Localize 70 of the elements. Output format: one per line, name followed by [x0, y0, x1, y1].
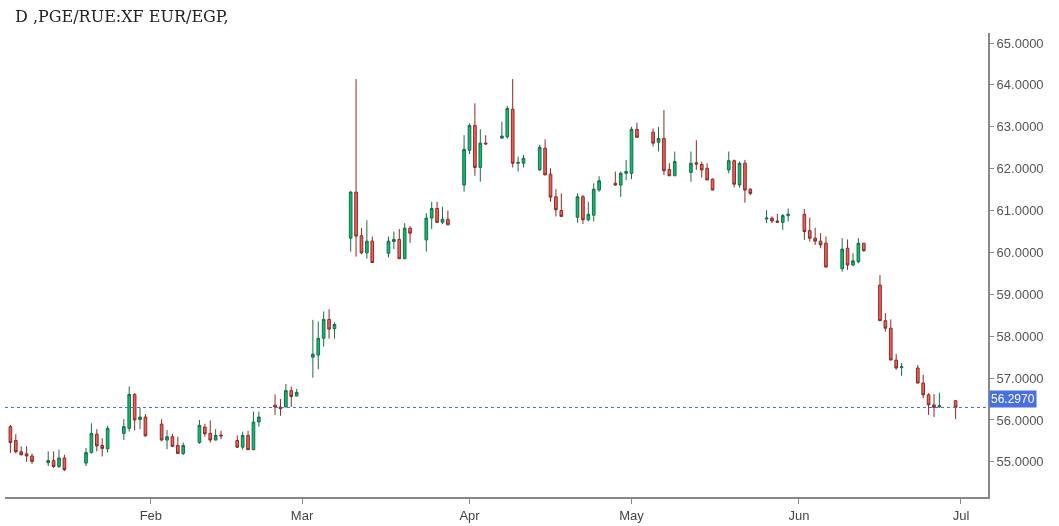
- candlestick: [764, 209, 769, 224]
- x-tick-label: Mar: [290, 507, 314, 523]
- candlestick: [294, 388, 299, 397]
- candlestick: [613, 171, 618, 187]
- candlestick: [651, 127, 655, 147]
- y-tick-label: 65.0000: [996, 35, 1044, 51]
- ref-line-label: 56.2970: [991, 392, 1035, 406]
- candlestick: [8, 424, 13, 454]
- candlestick: [138, 406, 142, 430]
- candlestick: [246, 430, 250, 451]
- candlestick: [586, 201, 591, 222]
- candlestick: [251, 411, 256, 451]
- candlestick: [672, 151, 677, 177]
- candlestick: [840, 237, 844, 273]
- y-tick-label: 63.0000: [996, 119, 1044, 135]
- candlestick: [46, 450, 51, 467]
- candlestick: [656, 126, 661, 153]
- candlestick: [165, 429, 169, 450]
- candlestick: [159, 418, 164, 442]
- x-tick-label: Apr: [459, 507, 481, 523]
- y-tick-label: 62.0000: [996, 161, 1044, 177]
- candlestick: [219, 430, 223, 440]
- candlestick: [51, 450, 56, 469]
- candlestick: [257, 411, 261, 428]
- candlestick: [240, 431, 245, 451]
- candlestick: [284, 383, 288, 408]
- candlestick: [289, 385, 294, 408]
- y-tick-label: 57.0000: [996, 370, 1044, 386]
- x-tick-label: Jul: [952, 507, 970, 523]
- y-tick-label: 59.0000: [996, 286, 1044, 302]
- candlestick: [581, 194, 585, 225]
- y-tick-label: 56.0000: [996, 412, 1044, 428]
- candlestick: [181, 442, 186, 456]
- candlestick: [710, 177, 715, 191]
- candlestick: [548, 167, 553, 203]
- candlestick: [62, 454, 67, 472]
- candlestick: [953, 400, 958, 420]
- candlestick: [176, 436, 180, 455]
- candlestick: [629, 126, 634, 180]
- x-tick-label: Jun: [788, 507, 810, 523]
- y-tick-label: 55.0000: [996, 454, 1044, 470]
- chart-title: D ,PGE/RUE:XF EUR/EGP,: [15, 6, 229, 26]
- y-tick-label: 60.0000: [996, 244, 1044, 260]
- candlestick: [554, 188, 558, 217]
- candlestick: [132, 392, 137, 431]
- candlestick: [726, 151, 731, 174]
- x-tick-label: May: [619, 507, 645, 523]
- candlestick: [732, 158, 736, 189]
- candlestick: [143, 413, 148, 438]
- candlestick: [543, 138, 547, 176]
- candlestick: [689, 151, 693, 183]
- candlestick: [737, 161, 742, 189]
- x-tick-label: Feb: [139, 507, 163, 523]
- candlestick: [559, 192, 564, 217]
- candlestick: [937, 392, 942, 409]
- candlestick: [105, 425, 110, 454]
- y-tick-label: 61.0000: [996, 203, 1044, 219]
- candlestick: [197, 419, 202, 445]
- candlestick: [802, 208, 807, 241]
- candlestick: [213, 428, 218, 441]
- candlestick: [235, 434, 240, 449]
- y-tick-label: 58.0000: [996, 328, 1044, 344]
- candlestick: [635, 122, 639, 138]
- candlestick: [57, 449, 61, 469]
- y-tick-label: 64.0000: [996, 77, 1044, 93]
- candlestick: [861, 242, 866, 253]
- candlestick: [694, 139, 699, 171]
- candlestick: [899, 362, 904, 377]
- candlestick: [845, 238, 850, 271]
- candlestick: [170, 433, 175, 448]
